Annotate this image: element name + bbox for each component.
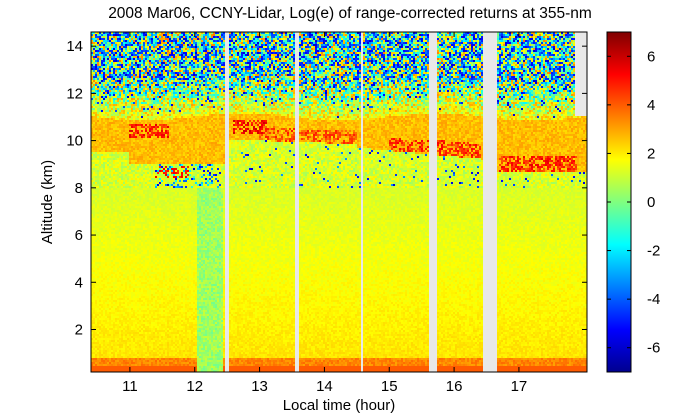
- x-axis: 11 12 13 14 15 16 17: [122, 32, 527, 395]
- heatmap-area: [91, 32, 587, 372]
- y-tick-label: 6: [75, 227, 83, 244]
- x-axis-label: Local time (hour): [283, 397, 396, 414]
- colorbar-tick-label: 6: [647, 48, 655, 65]
- y-tick-label: 10: [66, 133, 83, 150]
- x-tick-label: 11: [122, 378, 138, 395]
- y-tick-label: 12: [66, 85, 83, 102]
- colorbar-tick-label: -4: [647, 291, 660, 308]
- colorbar-tick-label: 2: [647, 145, 655, 162]
- axes-frame: [90, 31, 588, 373]
- y-tick-label: 2: [75, 322, 83, 339]
- colorbar-tick-label: -6: [647, 340, 660, 357]
- y-tick-label: 14: [66, 38, 83, 55]
- colorbar-tick-label: 4: [647, 97, 655, 114]
- heatmap-image: [91, 32, 587, 372]
- x-tick-label: 13: [251, 378, 268, 395]
- y-axis-label: Altitude (km): [39, 160, 56, 244]
- colorbar-axis: -6 -4 -2 0 2 4 6: [607, 48, 660, 357]
- y-tick-label: 4: [75, 274, 83, 291]
- x-tick-label: 16: [446, 378, 463, 395]
- x-tick-label: 14: [316, 378, 333, 395]
- x-tick-label: 12: [186, 378, 203, 395]
- chart-title: 2008 Mar06, CCNY-Lidar, Log(e) of range-…: [108, 5, 592, 22]
- colorbar-tick-label: -2: [647, 243, 660, 260]
- y-tick-label: 8: [75, 180, 83, 197]
- colorbar-tick-label: 0: [647, 194, 655, 211]
- y-axis: 2 4 6 8 10 12 14: [66, 38, 587, 339]
- x-tick-label: 17: [511, 378, 528, 395]
- x-tick-label: 15: [381, 378, 398, 395]
